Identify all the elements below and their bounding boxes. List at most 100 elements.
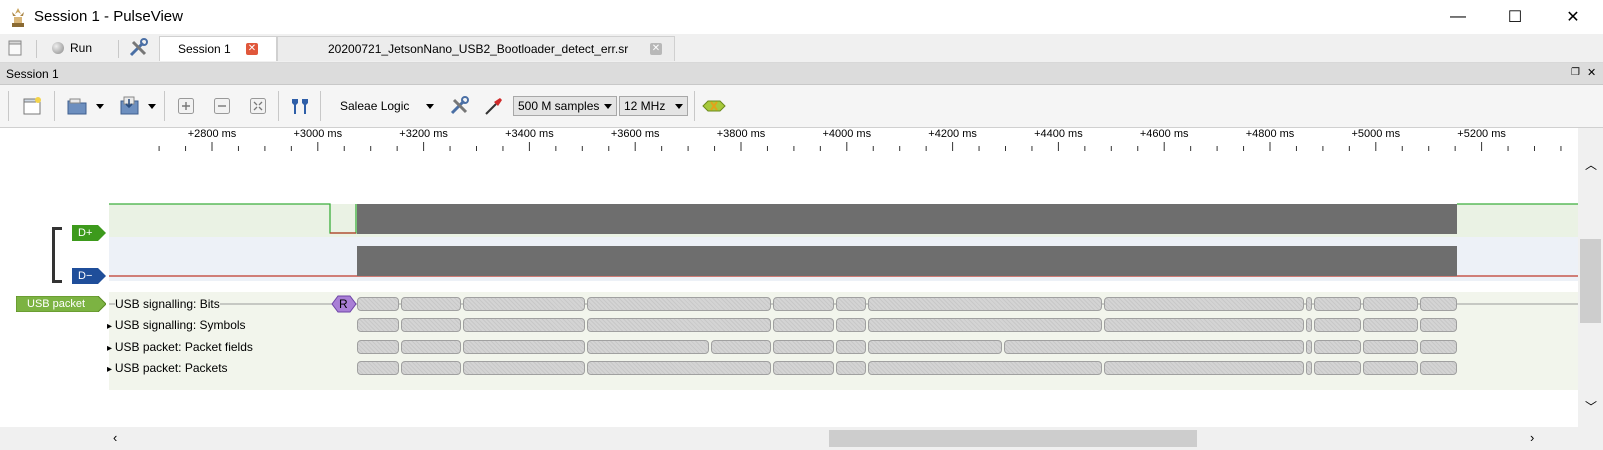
zoom-out-button[interactable] (208, 92, 236, 120)
decoder-annotation[interactable] (1314, 318, 1361, 332)
close-tab-icon[interactable]: ✕ (246, 43, 258, 55)
decoder-annotation[interactable] (357, 318, 399, 332)
decoder-annotation[interactable] (401, 297, 461, 311)
vertical-scroll-thumb[interactable] (1580, 239, 1601, 323)
save-file-button[interactable] (114, 92, 160, 120)
probes-button[interactable] (480, 92, 508, 120)
decoder-annotation[interactable] (587, 340, 709, 354)
channel-label-dminus[interactable]: D− (72, 268, 106, 284)
vertical-scrollbar[interactable]: ︿ ﹀ (1578, 156, 1603, 427)
decoder-annotation[interactable] (1420, 318, 1457, 332)
decoder-annotation[interactable] (463, 340, 585, 354)
decoder-annotation[interactable] (463, 297, 585, 311)
decoder-annotation[interactable] (1363, 340, 1418, 354)
new-session-button[interactable] (6, 39, 24, 57)
decoder-annotation[interactable] (1306, 318, 1312, 332)
decoder-annotation[interactable] (773, 297, 834, 311)
tab-session-1[interactable]: Session 1 ✕ (159, 36, 277, 61)
decoder-annotation[interactable] (1104, 318, 1304, 332)
maximize-button[interactable]: ☐ (1507, 9, 1523, 26)
decoder-annotation[interactable] (1306, 297, 1312, 311)
separator (320, 91, 321, 121)
decoder-annotation[interactable] (836, 340, 866, 354)
show-cursors-button[interactable] (286, 92, 314, 120)
decoder-annotation[interactable] (401, 361, 461, 375)
decoder-annotation[interactable] (1314, 297, 1361, 311)
decoder-annotation[interactable] (1420, 297, 1457, 311)
decoder-row-label[interactable]: USB signalling: Bits (115, 297, 220, 311)
decoder-annotation[interactable] (1363, 361, 1418, 375)
decoder-annotation[interactable] (836, 318, 866, 332)
decoder-annotation[interactable] (1104, 297, 1304, 311)
signal-waveforms (109, 203, 1578, 313)
zoom-in-button[interactable] (172, 92, 200, 120)
decoder-annotation[interactable] (1314, 340, 1361, 354)
expand-row-icon[interactable]: ▸ (107, 343, 115, 354)
decoder-row-label[interactable]: ▸ USB packet: Packets (107, 361, 228, 375)
tab-capture-file[interactable]: 20200721_JetsonNano_USB2_Bootloader_dete… (277, 36, 675, 61)
run-button[interactable]: Run (52, 40, 92, 56)
expand-row-icon[interactable]: ▸ (107, 321, 115, 332)
decoder-annotation[interactable] (868, 340, 1002, 354)
decoder-row-label[interactable]: ▸ USB signalling: Symbols (107, 318, 246, 332)
decoder-annotation[interactable] (1314, 361, 1361, 375)
decoder-annotation[interactable] (1004, 340, 1304, 354)
minimize-button[interactable]: — (1450, 8, 1466, 25)
expand-row-icon[interactable]: ▸ (107, 364, 115, 375)
horizontal-scroll-thumb[interactable] (829, 430, 1197, 447)
scroll-left-icon[interactable]: ‹ (113, 430, 118, 445)
sample-count-select[interactable]: 500 M samples (513, 96, 617, 116)
decoder-annotation[interactable] (868, 361, 1102, 375)
decoder-annotation[interactable] (868, 297, 1102, 311)
decoder-annotation[interactable] (773, 318, 834, 332)
decoder-annotation[interactable] (1420, 340, 1457, 354)
decoder-annotation[interactable] (711, 340, 771, 354)
decoder-annotation[interactable] (1104, 361, 1304, 375)
scroll-up-icon[interactable]: ︿ (1585, 158, 1598, 172)
channel-label-dplus[interactable]: D+ (72, 225, 106, 241)
decoder-annotation[interactable] (836, 297, 866, 311)
close-window-button[interactable]: ✕ (1566, 9, 1580, 26)
decoder-annotation[interactable] (463, 318, 585, 332)
decoder-annotation[interactable] (401, 340, 461, 354)
settings-button[interactable] (128, 38, 150, 58)
trace-view[interactable]: USB signalling: Bits ▸ USB signalling: Sy… (107, 156, 1578, 427)
horizontal-scrollbar[interactable]: ‹ › (109, 427, 1578, 450)
device-config-button[interactable] (446, 92, 474, 120)
separator (118, 40, 119, 58)
samplerate-select[interactable]: 12 MHz (619, 96, 688, 116)
decoder-annotation[interactable] (836, 361, 866, 375)
undock-icon[interactable]: ❐ (1571, 67, 1580, 78)
decoder-annotation[interactable] (357, 297, 399, 311)
decoder-annotation[interactable] (463, 361, 585, 375)
scroll-down-icon[interactable]: ﹀ (1585, 400, 1598, 414)
save-icon (120, 96, 139, 115)
reset-marker-label[interactable]: R (339, 297, 348, 311)
open-file-button[interactable] (62, 92, 108, 120)
device-selector[interactable]: Saleae Logic (330, 92, 442, 120)
decoder-annotation[interactable] (357, 340, 399, 354)
decoder-annotation[interactable] (587, 318, 771, 332)
close-tab-icon[interactable]: ✕ (650, 43, 662, 55)
scroll-right-icon[interactable]: › (1530, 430, 1535, 445)
decoder-annotation[interactable] (1306, 340, 1312, 354)
decoder-annotation[interactable] (401, 318, 461, 332)
decoder-annotation[interactable] (1363, 318, 1418, 332)
decoder-annotation[interactable] (1363, 297, 1418, 311)
decoder-row-label[interactable]: ▸ USB packet: Packet fields (107, 340, 253, 354)
new-view-button[interactable] (18, 92, 46, 120)
decoder-label-usb-packet[interactable]: USB packet (16, 296, 106, 312)
decoder-annotation[interactable] (773, 340, 834, 354)
time-ruler[interactable]: +2800 ms +3000 ms +3200 ms +3400 ms +3600 ms… (109, 128, 1578, 157)
dplus-idle-line (109, 203, 357, 234)
decoder-annotation[interactable] (357, 361, 399, 375)
decoder-annotation[interactable] (1420, 361, 1457, 375)
zoom-fit-button[interactable] (244, 92, 272, 120)
decoder-annotation[interactable] (587, 361, 771, 375)
decoder-annotation[interactable] (868, 318, 1102, 332)
add-decoder-button[interactable] (700, 92, 728, 120)
decoder-annotation[interactable] (773, 361, 834, 375)
decoder-annotation[interactable] (1306, 361, 1312, 375)
close-session-icon[interactable]: ✕ (1587, 67, 1597, 79)
decoder-annotation[interactable] (587, 297, 771, 311)
